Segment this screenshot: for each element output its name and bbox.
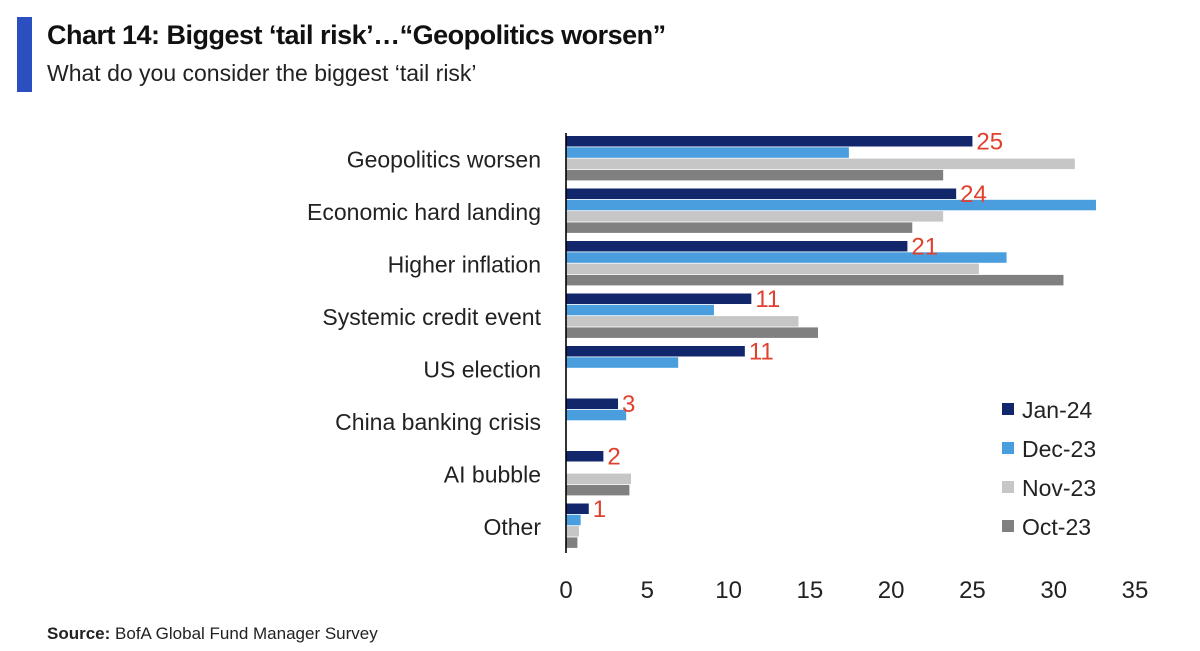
bar-oct-23-4 xyxy=(566,327,818,338)
x-tick-label-8: 35 xyxy=(1122,577,1149,604)
legend-label-nov-23: Nov-23 xyxy=(1022,475,1096,501)
category-label-8: Other xyxy=(483,514,541,540)
category-label-6: China banking crisis xyxy=(335,409,541,435)
category-label-2: Economic hard landing xyxy=(307,199,541,225)
source-note: Source: BofA Global Fund Manager Survey xyxy=(47,624,378,644)
x-tick-label-2: 5 xyxy=(641,577,654,604)
x-tick-label-3: 10 xyxy=(715,577,742,604)
source-label: Source: xyxy=(47,624,111,643)
legend-label-jan-24: Jan-24 xyxy=(1022,397,1093,423)
legend-swatch-nov-23 xyxy=(1002,481,1014,493)
legend-label-oct-23: Oct-23 xyxy=(1022,514,1091,540)
category-label-7: AI bubble xyxy=(444,461,541,487)
data-label-3: 21 xyxy=(911,234,938,261)
bar-jan-24-4 xyxy=(566,293,752,304)
bar-jan-24-5 xyxy=(566,346,745,357)
bar-oct-23-7 xyxy=(566,484,630,496)
data-label-2: 24 xyxy=(960,181,987,208)
bar-jan-24-2 xyxy=(566,188,957,199)
bar-jan-24-1 xyxy=(566,136,973,147)
data-label-6: 3 xyxy=(622,391,635,418)
bar-jan-24-6 xyxy=(566,398,619,409)
bar-jan-24-3 xyxy=(566,241,908,252)
bar-oct-23-2 xyxy=(566,222,913,233)
chart-subtitle: What do you consider the biggest ‘tail r… xyxy=(47,60,477,86)
bar-dec-23-6 xyxy=(566,409,627,421)
x-tick-label-5: 20 xyxy=(878,577,905,604)
bar-oct-23-1 xyxy=(566,169,944,181)
bar-jan-24-7 xyxy=(566,451,604,462)
bar-nov-23-4 xyxy=(566,316,799,327)
bar-nov-23-8 xyxy=(566,526,580,537)
x-tick-label-1: 0 xyxy=(559,577,572,604)
title-accent-bar xyxy=(17,17,32,92)
bar-dec-23-3 xyxy=(566,252,1007,263)
x-tick-label-4: 15 xyxy=(797,577,824,604)
chart-title: Chart 14: Biggest ‘tail risk’…“Geopoliti… xyxy=(47,20,666,50)
bar-jan-24-8 xyxy=(566,503,589,514)
bar-dec-23-4 xyxy=(566,304,714,316)
source-text: BofA Global Fund Manager Survey xyxy=(115,624,378,643)
bar-nov-23-3 xyxy=(566,263,979,275)
bar-nov-23-2 xyxy=(566,211,944,222)
category-label-1: Geopolitics worsen xyxy=(347,146,541,172)
legend-swatch-dec-23 xyxy=(1002,442,1014,454)
legend-swatch-oct-23 xyxy=(1002,520,1014,532)
legend-label-dec-23: Dec-23 xyxy=(1022,436,1096,462)
category-label-4: Systemic credit event xyxy=(322,304,541,330)
bar-nov-23-1 xyxy=(566,158,1075,170)
bar-dec-23-1 xyxy=(566,147,849,158)
bar-nov-23-7 xyxy=(566,473,632,485)
data-label-8: 1 xyxy=(593,496,606,523)
bar-dec-23-5 xyxy=(566,357,679,368)
x-tick-label-7: 30 xyxy=(1040,577,1067,604)
data-label-5: 11 xyxy=(749,339,774,366)
category-label-3: Higher inflation xyxy=(388,251,541,277)
data-label-1: 25 xyxy=(976,129,1003,156)
category-label-5: US election xyxy=(423,356,541,382)
legend-swatch-jan-24 xyxy=(1002,403,1014,415)
x-tick-label-6: 25 xyxy=(959,577,986,604)
data-label-7: 2 xyxy=(607,444,620,471)
bar-dec-23-2 xyxy=(566,199,1096,211)
bar-dec-23-8 xyxy=(566,514,581,526)
bar-oct-23-3 xyxy=(566,274,1064,286)
data-label-4: 11 xyxy=(755,286,780,313)
bar-oct-23-8 xyxy=(566,537,578,548)
